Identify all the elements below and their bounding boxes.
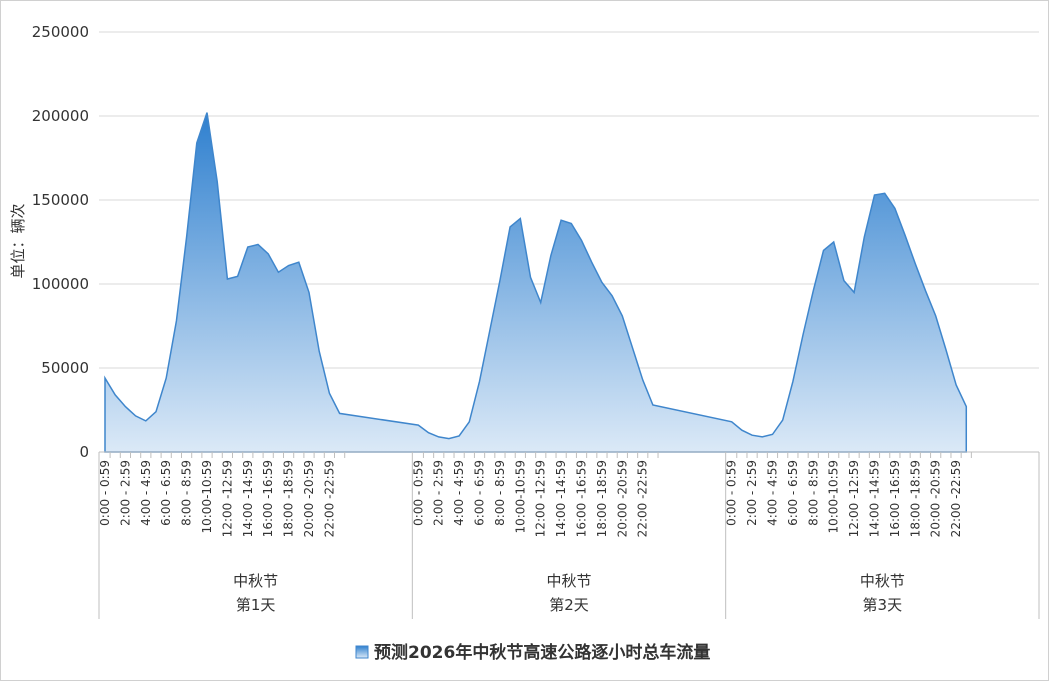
legend: 预测2026年中秋节高速公路逐小时总车流量 [356, 642, 710, 663]
y-tick-label: 250000 [32, 23, 89, 41]
x-tick-label: 2:00 - 2:59 [118, 460, 132, 526]
y-tick-label: 200000 [32, 107, 89, 125]
x-tick-label: 12:00 -12:59 [220, 460, 234, 537]
legend-swatch [356, 646, 368, 658]
x-tick-labels: 0:00 - 0:59 2:00 - 2:59 4:00 - 4:59 6:00 - … [98, 460, 963, 537]
x-tick-label: 22:00 -22:59 [636, 460, 650, 537]
x-tick-label: 10:00-10:59 [200, 460, 214, 534]
x-tick-label: 2:00 - 2:59 [432, 460, 446, 526]
x-tick-label: 14:00 -14:59 [868, 460, 882, 537]
x-tick-label: 10:00-10:59 [827, 460, 841, 534]
series-area [105, 113, 966, 452]
legend-label: 预测2026年中秋节高速公路逐小时总车流量 [374, 642, 710, 663]
x-tick-label: 6:00 - 6:59 [786, 460, 800, 526]
y-tick-label: 150000 [32, 191, 89, 209]
x-tick-label: 4:00 - 4:59 [139, 460, 153, 526]
x-tick-label: 20:00 -20:59 [615, 460, 629, 537]
x-tick-label: 10:00-10:59 [513, 460, 527, 534]
x-tick-label: 6:00 - 6:59 [473, 460, 487, 526]
x-tick-label: 4:00 - 4:59 [766, 460, 780, 526]
y-tick-label: 100000 [32, 275, 89, 293]
x-tick-label: 4:00 - 4:59 [452, 460, 466, 526]
area-series [105, 113, 966, 452]
y-tick-label: 50000 [41, 359, 89, 377]
x-tick-label: 8:00 - 8:59 [180, 460, 194, 526]
group-day-label: 第1天 [236, 596, 276, 614]
x-tick-label: 0:00 - 0:59 [411, 460, 425, 526]
x-tick-label: 14:00 -14:59 [241, 460, 255, 537]
y-tick-label: 0 [79, 443, 89, 461]
x-tick-label: 12:00 -12:59 [847, 460, 861, 537]
x-tick-label: 22:00 -22:59 [949, 460, 963, 537]
group-festival-label: 中秋节 [546, 572, 591, 590]
x-tick-label: 16:00 -16:59 [261, 460, 275, 537]
x-tick-label: 22:00 -22:59 [322, 460, 336, 537]
x-tick-label: 18:00 -18:59 [908, 460, 922, 537]
group-day-label: 第3天 [863, 596, 903, 614]
x-tick-label: 8:00 - 8:59 [806, 460, 820, 526]
x-tick-label: 12:00 -12:59 [534, 460, 548, 537]
x-tick-label: 16:00 -16:59 [575, 460, 589, 537]
x-tick-label: 0:00 - 0:59 [725, 460, 739, 526]
x-tick-label: 8:00 - 8:59 [493, 460, 507, 526]
group-festival-label: 中秋节 [860, 572, 905, 590]
x-tick-label: 18:00 -18:59 [282, 460, 296, 537]
group-day-label: 第2天 [549, 596, 589, 614]
x-tick-label: 0:00 - 0:59 [98, 460, 112, 526]
x-tick-label: 2:00 - 2:59 [745, 460, 759, 526]
x-tick-label: 20:00 -20:59 [929, 460, 943, 537]
x-tick-label: 18:00 -18:59 [595, 460, 609, 537]
y-tick-labels: 0 50000 100000 150000 200000 250000 [32, 23, 89, 461]
y-axis-label: 单位：辆次 [9, 203, 27, 278]
x-tick-label: 14:00 -14:59 [554, 460, 568, 537]
x-tick-label: 16:00 -16:59 [888, 460, 902, 537]
group-festival-label: 中秋节 [233, 572, 278, 590]
x-tick-label: 6:00 - 6:59 [159, 460, 173, 526]
x-tick-label: 20:00 -20:59 [302, 460, 316, 537]
